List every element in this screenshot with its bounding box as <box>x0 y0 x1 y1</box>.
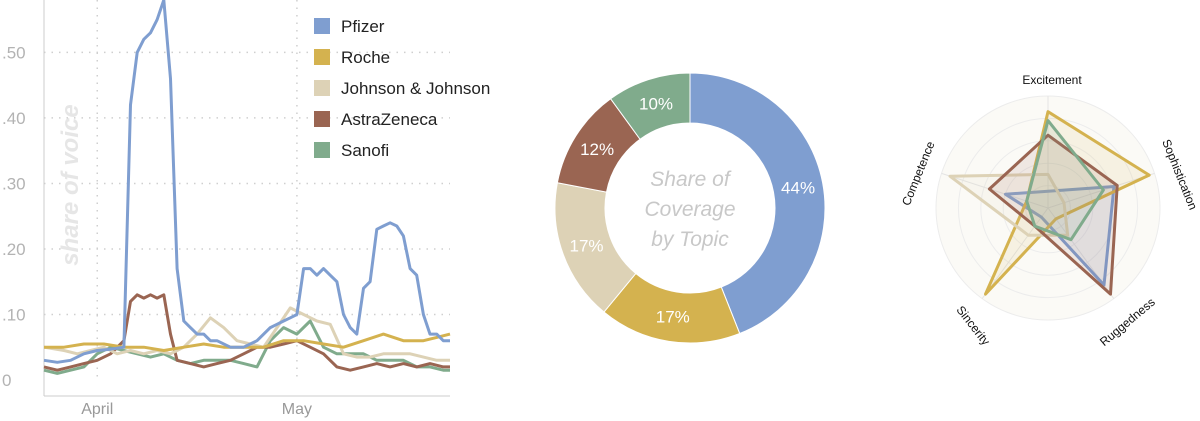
legend-swatch-sanofi <box>314 142 330 158</box>
donut-center-title: Share of <box>650 168 732 191</box>
radar-axis-label-sincerity: Sincerity <box>953 303 992 348</box>
y-tick-label: .20 <box>2 240 26 259</box>
radar-axis-label-sophistication: Sophistication <box>1159 137 1200 212</box>
donut-value-label: 10% <box>639 94 673 113</box>
legend-label-johnson-and-johnson: Johnson & Johnson <box>341 79 490 98</box>
legend-label-astrazeneca: AstraZeneca <box>341 110 438 129</box>
donut-value-label: 17% <box>656 308 690 327</box>
donut-value-label: 12% <box>580 140 614 159</box>
legend-label-pfizer: Pfizer <box>341 17 385 36</box>
legend-swatch-roche <box>314 49 330 65</box>
legend-swatch-pfizer <box>314 18 330 34</box>
radar-spoke <box>981 207 1049 299</box>
y-tick-label: .30 <box>2 174 26 193</box>
donut-slice-pfizer <box>689 72 826 335</box>
y-tick-label: 0 <box>2 371 11 390</box>
x-tick-label: May <box>282 401 312 418</box>
y-tick-label: .50 <box>2 43 26 62</box>
donut-value-label: 17% <box>569 236 603 255</box>
y-tick-label: .40 <box>2 109 26 128</box>
series-line-roche <box>44 332 451 352</box>
legend-swatch-astrazeneca <box>314 111 330 127</box>
series-line-pfizer <box>43 0 450 364</box>
donut-value-label: 44% <box>781 178 815 197</box>
y-axis-label: share of voice <box>57 104 84 265</box>
share-of-voice-line-chart: 0 .10 .20 .30 .40 .50 April May share of voice Pf… <box>2 0 490 418</box>
series-line-astrazeneca <box>43 293 450 372</box>
donut-slice-sanofi <box>609 72 691 140</box>
radar-axis-label-excitement: Excitement <box>1022 73 1082 87</box>
radar-axis-label-competence: Competence <box>899 139 938 208</box>
legend-label-sanofi: Sanofi <box>341 141 389 160</box>
x-tick-label: April <box>81 401 113 418</box>
radar-series-astrazeneca <box>987 133 1119 296</box>
radar-series-sanofi <box>1025 119 1105 242</box>
y-tick-label: .10 <box>2 305 26 324</box>
donut-center-title: Coverage <box>644 198 735 221</box>
radar-spoke <box>941 172 1049 209</box>
donut-center-title: by Topic <box>651 228 729 251</box>
legend-label-roche: Roche <box>341 48 390 67</box>
legend-swatch-johnson-and-johnson <box>314 80 330 96</box>
